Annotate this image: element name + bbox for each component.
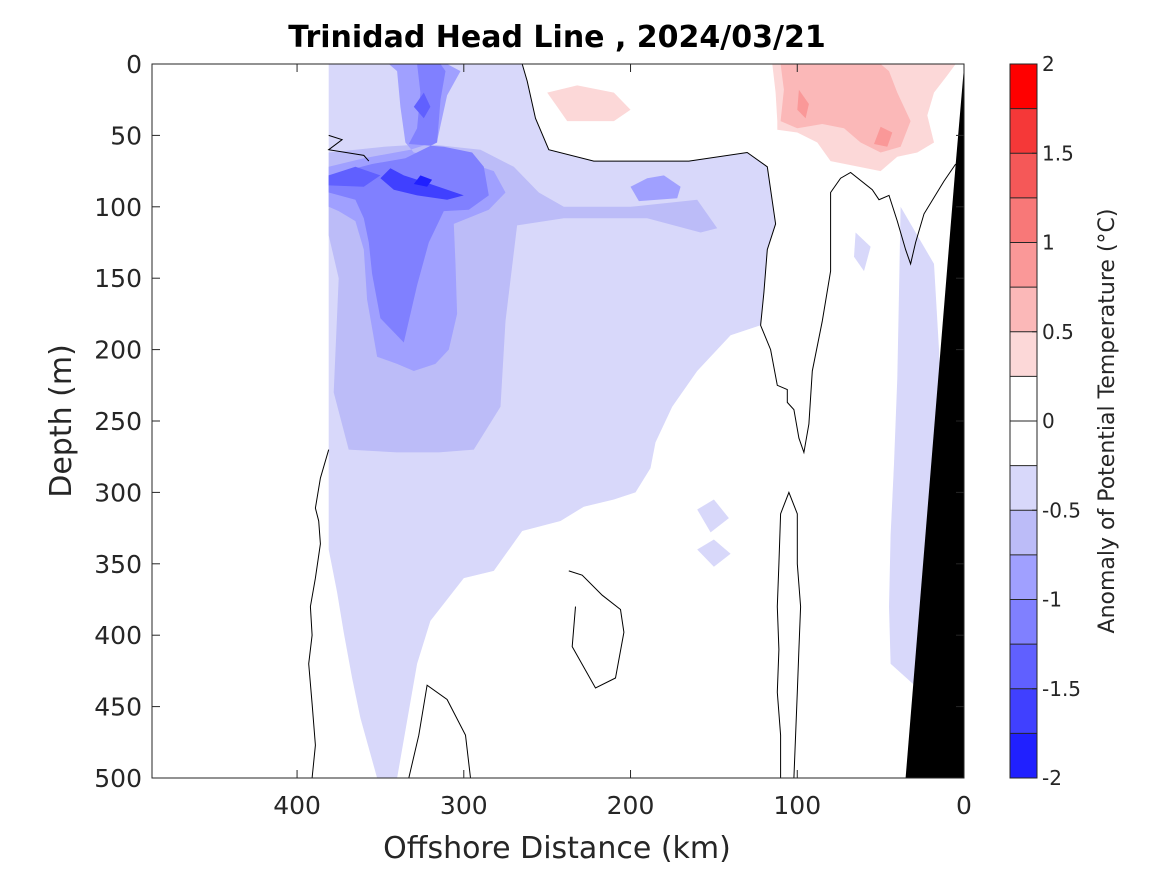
colorbar-tick-label: 2 bbox=[1042, 52, 1055, 76]
colorbar-tick-label: 0.5 bbox=[1042, 320, 1074, 344]
x-axis: 400 300 200 100 0 bbox=[273, 64, 972, 820]
colorbar-band bbox=[1010, 554, 1037, 600]
y-tick-label: 50 bbox=[110, 121, 142, 150]
colorbar-band bbox=[1010, 465, 1037, 511]
y-tick-label: 150 bbox=[94, 264, 142, 293]
contour-region bbox=[630, 175, 681, 202]
chart-title: Trinidad Head Line , 2024/03/21 bbox=[288, 20, 825, 55]
zero-contour-line bbox=[308, 449, 330, 779]
colorbar-band bbox=[1010, 331, 1037, 377]
colorbar-band bbox=[1010, 599, 1037, 645]
y-tick-label: 400 bbox=[94, 621, 142, 650]
x-axis-label: Offshore Distance (km) bbox=[383, 831, 731, 866]
colorbar-band bbox=[1010, 64, 1037, 110]
colorbar-tick-label: -2 bbox=[1042, 766, 1062, 790]
x-tick-label: 0 bbox=[956, 791, 972, 820]
zero-contour-line bbox=[408, 684, 471, 779]
y-axis-label: Depth (m) bbox=[44, 344, 79, 498]
x-tick-label: 200 bbox=[607, 791, 655, 820]
contour-region bbox=[780, 64, 911, 153]
y-tick-label: 300 bbox=[94, 478, 142, 507]
zero-contour-line bbox=[521, 63, 957, 455]
y-tick-label: 100 bbox=[94, 193, 142, 222]
colorbar-band bbox=[1010, 733, 1037, 779]
colorbar-tick-label: 0 bbox=[1042, 409, 1055, 433]
contour-region bbox=[328, 64, 489, 343]
y-tick-label: 0 bbox=[126, 50, 142, 79]
zero-contour-line bbox=[776, 491, 802, 779]
y-tick-label: 450 bbox=[94, 693, 142, 722]
contour-region bbox=[874, 126, 893, 147]
bathymetry-layer bbox=[905, 66, 964, 778]
contour-region bbox=[413, 175, 433, 187]
colorbar-tick-label: -1 bbox=[1042, 588, 1062, 612]
contour-region bbox=[854, 232, 871, 272]
y-axis: 0 50 100 150 200 250 300 350 400 450 500 bbox=[94, 50, 964, 793]
colorbar-band bbox=[1010, 510, 1037, 556]
contour-region bbox=[328, 166, 381, 187]
colorbar-tick-label: 1 bbox=[1042, 231, 1055, 255]
zero-contour-lines bbox=[308, 63, 957, 779]
colorbar-band bbox=[1010, 287, 1037, 333]
contour-region bbox=[413, 92, 431, 119]
colorbar-band bbox=[1010, 242, 1037, 288]
colorbar-band bbox=[1010, 197, 1037, 243]
colorbar-band bbox=[1010, 376, 1037, 422]
colorbar: 2 1.5 1 0.5 0 -0.5 -1 -1.5 -2 bbox=[1009, 52, 1081, 790]
colorbar-label: Anomaly of Potential Temperature (°C) bbox=[1095, 209, 1120, 634]
plot-area bbox=[151, 63, 965, 779]
zero-contour-line bbox=[568, 570, 625, 689]
y-tick-label: 350 bbox=[94, 550, 142, 579]
y-tick-label: 500 bbox=[94, 764, 142, 793]
colorbar-band bbox=[1010, 688, 1037, 734]
y-tick-label: 200 bbox=[94, 336, 142, 365]
contour-region bbox=[797, 89, 809, 119]
colorbar-band bbox=[1010, 108, 1037, 154]
colorbar-band bbox=[1010, 153, 1037, 199]
y-tick-label: 250 bbox=[94, 407, 142, 436]
contour-region bbox=[547, 85, 631, 122]
contour-fills bbox=[328, 64, 959, 778]
colorbar-tick-label: -0.5 bbox=[1042, 498, 1081, 522]
zero-contour-line bbox=[327, 134, 370, 162]
colorbar-tick-label: 1.5 bbox=[1042, 141, 1074, 165]
colorbar-band bbox=[1010, 421, 1037, 467]
x-tick-label: 100 bbox=[773, 791, 821, 820]
contour-region bbox=[697, 499, 729, 533]
x-tick-label: 400 bbox=[273, 791, 321, 820]
bathymetry-fill bbox=[905, 66, 964, 778]
contour-region bbox=[697, 539, 731, 567]
colorbar-band bbox=[1010, 644, 1037, 690]
x-tick-label: 300 bbox=[440, 791, 488, 820]
colorbar-tick-label: -1.5 bbox=[1042, 677, 1081, 701]
